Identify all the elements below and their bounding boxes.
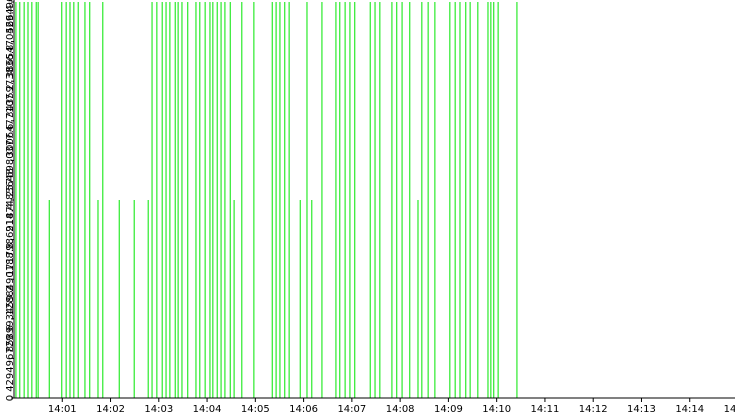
x-tick-label: 14:15 xyxy=(724,404,735,415)
x-tick-label: 14:12 xyxy=(579,404,608,415)
x-tick-label: 14:08 xyxy=(386,404,415,415)
y-tick-label: 1288490188.8 xyxy=(5,243,16,316)
y-tick-label: 3865470566.4 xyxy=(5,5,16,78)
y-tick-label: 1717986918.4 xyxy=(5,203,16,276)
x-tick-label: 14:07 xyxy=(337,404,366,415)
x-tick-label: 14:14 xyxy=(675,404,704,415)
x-tick-label: 14:05 xyxy=(241,404,270,415)
x-tick-label: 14:03 xyxy=(144,404,173,415)
y-tick-label: 0 xyxy=(5,395,16,401)
x-tick-label: 14:11 xyxy=(531,404,560,415)
y-tick-label: 4294967296 xyxy=(5,0,16,34)
x-tick-label: 14:04 xyxy=(193,404,222,415)
y-tick-label: 3006477107.2 xyxy=(5,84,16,157)
x-tick-label: 14:01 xyxy=(48,404,77,415)
x-tick-label: 14:02 xyxy=(96,404,125,415)
y-tick-label: 2576980377.6 xyxy=(5,124,16,197)
x-tick-label: 14:10 xyxy=(482,404,511,415)
x-tick-label: 14:06 xyxy=(289,404,318,415)
y-tick-label: 429496729.6 xyxy=(5,325,16,392)
y-tick-label: 858993459.2 xyxy=(5,285,16,352)
y-tick-label: 2147483648 xyxy=(5,168,16,232)
x-tick-label: 14:13 xyxy=(627,404,656,415)
y-tick-label: 3435973836.8 xyxy=(5,45,16,118)
x-tick-label: 14:09 xyxy=(434,404,463,415)
